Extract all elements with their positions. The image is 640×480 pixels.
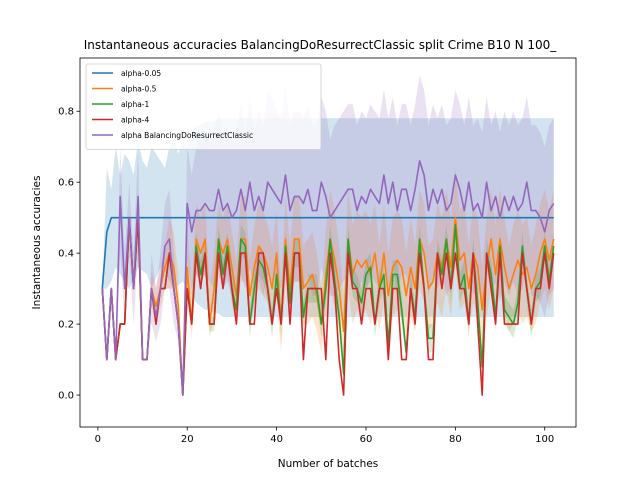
x-axis-label: Number of batches bbox=[278, 458, 379, 470]
x-tick-label: 20 bbox=[181, 434, 194, 445]
band-series-4 bbox=[102, 75, 554, 396]
x-axis: 0 20 40 60 80 100 bbox=[95, 427, 554, 445]
plot-frame bbox=[79, 57, 577, 428]
legend-entry: alpha BalancingDoResurrectClassic bbox=[121, 131, 253, 140]
legend-entry: alpha-1 bbox=[121, 100, 149, 109]
legend-entry: alpha-4 bbox=[121, 116, 149, 125]
x-tick-label: 60 bbox=[360, 434, 373, 445]
x-tick-label: 80 bbox=[449, 434, 462, 445]
y-tick-label: 0.0 bbox=[58, 391, 74, 402]
x-tick-label: 100 bbox=[535, 434, 554, 445]
band-series-1 bbox=[102, 168, 554, 396]
line-series-4 bbox=[101, 160, 555, 396]
line-series-0 bbox=[101, 216, 554, 289]
y-axis-label: Instantaneous accuracies bbox=[31, 176, 43, 310]
y-tick-label: 0.4 bbox=[58, 249, 74, 260]
y-tick-label: 0.6 bbox=[58, 178, 74, 189]
chart-title: Instantaneous accuracies BalancingDoResu… bbox=[84, 38, 558, 52]
y-axis: 0.0 0.2 0.4 0.6 0.8 bbox=[58, 107, 80, 402]
series-lines bbox=[101, 160, 555, 396]
y-tick-label: 0.2 bbox=[58, 320, 74, 331]
legend-entry: alpha-0.5 bbox=[121, 85, 157, 94]
band-series-2 bbox=[102, 210, 554, 396]
y-tick-label: 0.8 bbox=[58, 107, 74, 118]
x-tick-label: 0 bbox=[95, 434, 101, 445]
legend: alpha-0.05 alpha-0.5 alpha-1 alpha-4 alpha B… bbox=[85, 63, 322, 150]
legend-entry: alpha-0.05 bbox=[121, 69, 161, 78]
legend-box bbox=[85, 63, 322, 150]
x-tick-label: 40 bbox=[270, 434, 283, 445]
